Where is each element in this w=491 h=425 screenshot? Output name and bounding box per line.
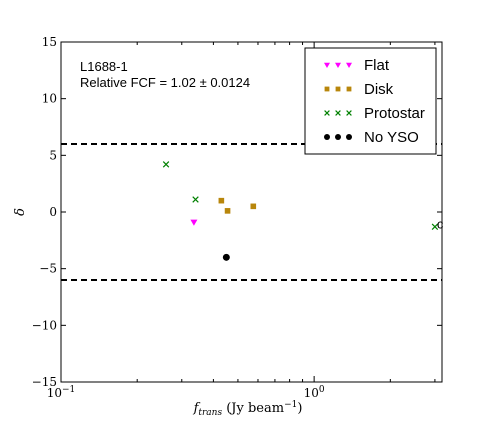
x-tick-label: 100 <box>304 385 325 400</box>
data-point-protostar <box>192 196 199 203</box>
data-point-disk <box>218 197 225 204</box>
data-point-no-yso <box>222 253 230 261</box>
x-axis-label: ftrans (Jy beam−1) <box>193 400 303 418</box>
legend-marker-no-yso <box>346 134 352 140</box>
data-point-protostar <box>162 161 170 168</box>
data-point-protostar <box>431 223 439 230</box>
data-point-flat <box>190 219 198 226</box>
legend-marker-protostar <box>346 110 352 116</box>
y-tick-label: −5 <box>39 262 57 276</box>
y-axis-label: δ <box>13 208 28 216</box>
legend-label-protostar: Protostar <box>364 105 425 122</box>
legend-label-disk: Disk <box>364 81 394 98</box>
legend-label-flat: Flat <box>364 57 390 74</box>
data-point-disk <box>250 203 257 210</box>
legend-marker-flat <box>335 62 341 68</box>
y-tick-label: 5 <box>49 148 57 162</box>
y-tick-label: 10 <box>42 92 57 106</box>
legend-marker-flat <box>324 62 330 68</box>
legend: Flat Disk Protostar No YSO <box>304 47 437 155</box>
legend-marker-no-yso <box>335 134 341 140</box>
y-tick-label: 0 <box>49 205 57 219</box>
y-tick-label: −15 <box>32 375 57 389</box>
legend-marker-protostar <box>335 110 341 116</box>
x-tick-label: 10−1 <box>47 385 76 400</box>
data-point-disk <box>224 208 231 214</box>
y-tick-label: −10 <box>32 318 57 332</box>
annotation-line-2: Relative FCF = 1.02 ± 0.0124 <box>80 75 250 90</box>
legend-marker-disk <box>335 86 341 92</box>
plot-area: −15 −10 −5 0 5 10 15 10−1 100 c <box>32 35 444 400</box>
legend-marker-flat <box>346 62 352 68</box>
annotation-line-1: L1688-1 <box>80 59 128 74</box>
legend-marker-protostar <box>324 110 330 116</box>
legend-marker-disk <box>324 86 330 92</box>
legend-marker-no-yso <box>324 134 330 140</box>
legend-marker-disk <box>346 86 352 92</box>
legend-label-no-yso: No YSO <box>364 129 419 146</box>
point-label: c <box>437 217 444 232</box>
annotation-box: L1688-1 Relative FCF = 1.02 ± 0.0124 <box>80 59 250 90</box>
y-tick-label: 15 <box>42 35 57 49</box>
